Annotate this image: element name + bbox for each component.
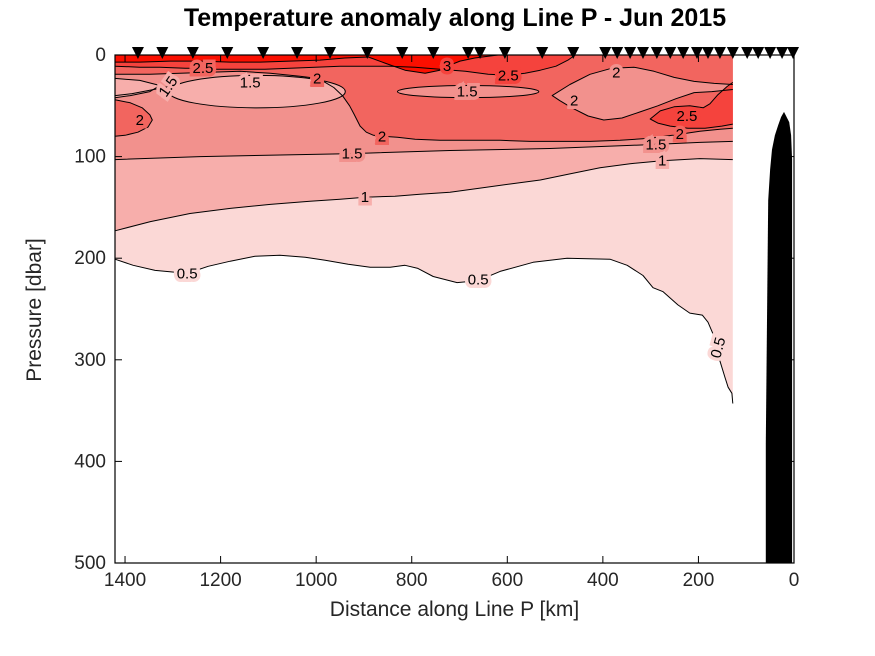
x-tick-label: 0 xyxy=(789,570,800,591)
contour-label: 0.5 xyxy=(468,272,489,289)
y-tick-label: 0 xyxy=(95,45,106,66)
y-tick-label: 300 xyxy=(74,350,106,371)
contour-label: 1.5 xyxy=(645,136,666,153)
station-marker xyxy=(650,47,663,59)
station-marker xyxy=(726,47,739,59)
contour-0.5 xyxy=(114,254,734,404)
band-ge-3 xyxy=(115,55,499,74)
x-tick-label: 600 xyxy=(491,570,523,591)
contour-label: 1 xyxy=(361,189,369,206)
line-patch-left xyxy=(114,77,161,99)
line-wedge-right xyxy=(551,66,733,121)
contour-label: 1.5 xyxy=(457,84,478,101)
x-tick-label: 1000 xyxy=(295,570,337,591)
station-marker xyxy=(156,47,169,59)
station-marker xyxy=(637,47,650,59)
station-marker xyxy=(787,47,800,59)
plot-title: Temperature anomaly along Line P - Jun 2… xyxy=(183,4,727,32)
contour-1 xyxy=(114,158,733,232)
lens-upper-left-1-1.5 xyxy=(168,74,346,109)
x-tick-label: 1400 xyxy=(104,570,146,591)
contour-label: 2 xyxy=(570,93,578,110)
blob-right-2.5-3 xyxy=(650,82,733,129)
contour-label: 2 xyxy=(136,112,144,129)
x-tick-label: 200 xyxy=(683,570,715,591)
line-blob-right xyxy=(649,81,734,129)
station-marker xyxy=(611,47,624,59)
contour-label: 1.5 xyxy=(342,146,363,163)
line-snake-1.5 xyxy=(114,85,175,97)
station-marker xyxy=(752,47,765,59)
bathymetry-shape xyxy=(765,111,793,564)
station-marker xyxy=(691,47,703,59)
x-axis-label: Distance along Line P [km] xyxy=(329,598,580,621)
station-marker xyxy=(701,47,714,59)
plot-border xyxy=(114,54,795,564)
station-marker xyxy=(741,47,754,59)
contour-label: 0.5 xyxy=(177,265,198,282)
station-marker xyxy=(427,47,440,59)
x-tick-label: 800 xyxy=(396,570,428,591)
contour-label: 2.5 xyxy=(192,60,213,77)
x-tick-label: 1200 xyxy=(199,570,241,591)
contour-label: 2.5 xyxy=(677,108,698,125)
station-marker xyxy=(186,47,199,59)
contour-label: 1.5 xyxy=(240,74,261,91)
contour-label: 2 xyxy=(313,70,321,87)
contour-label: 3 xyxy=(443,58,451,75)
station-marker xyxy=(624,47,637,59)
y-tick-label: 100 xyxy=(74,147,106,168)
contour-label: 2 xyxy=(378,128,386,145)
y-axis-label: Pressure [dbar] xyxy=(23,238,46,382)
x-tick-label: 400 xyxy=(587,570,619,591)
lens-mid-1.5-2 xyxy=(396,84,540,99)
station-marker xyxy=(776,47,789,59)
station-marker xyxy=(361,47,374,59)
y-tick-label: 200 xyxy=(74,248,106,269)
station-marker xyxy=(498,47,511,59)
station-marker xyxy=(462,47,475,59)
contour-2 xyxy=(115,70,733,142)
patch-left-1-1.5 xyxy=(115,78,160,98)
y-tick-label: 500 xyxy=(74,553,106,574)
station-marker xyxy=(474,47,487,59)
contour-label: 2.5 xyxy=(498,67,519,84)
station-marker xyxy=(599,47,612,59)
contour-1.5 xyxy=(114,140,733,161)
station-marker xyxy=(677,47,690,59)
station-marker xyxy=(257,47,270,59)
band-ge-2 xyxy=(115,55,733,142)
station-marker xyxy=(764,47,777,59)
station-marker xyxy=(291,47,304,59)
station-marker xyxy=(324,47,337,59)
station-marker xyxy=(221,47,234,59)
station-marker xyxy=(536,47,549,59)
station-marker xyxy=(713,47,726,59)
contour-2.5 xyxy=(114,54,576,76)
y-tick-label: 400 xyxy=(74,451,106,472)
contour-3 xyxy=(115,54,499,74)
station-marker xyxy=(396,47,409,59)
contour-label: 1 xyxy=(658,153,666,170)
station-marker xyxy=(664,47,677,59)
contour-label: 2 xyxy=(612,64,620,81)
line-blob-left xyxy=(114,99,153,137)
station-marker xyxy=(131,47,144,59)
station-marker xyxy=(567,47,580,59)
contour-label: 2 xyxy=(676,126,684,143)
